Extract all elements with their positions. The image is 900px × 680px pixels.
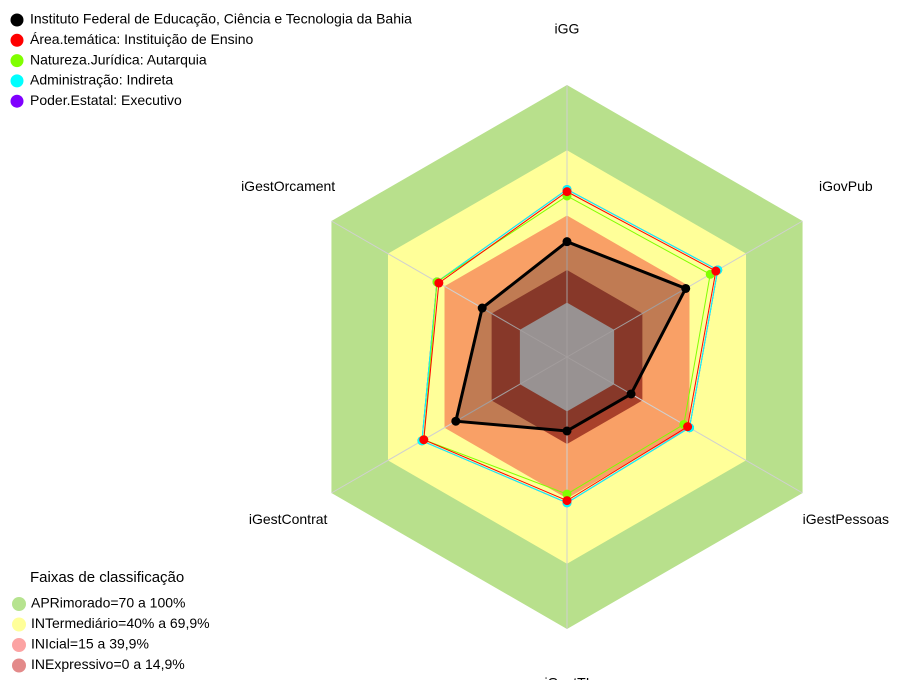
axis-label: iGG [555,21,580,37]
series-point [562,496,572,506]
band-legend-label: INExpressivo=0 a 14,9% [31,656,185,672]
series-point [681,283,691,293]
band-legend-marker [12,658,26,673]
band-legend-label: INIcial=15 a 39,9% [31,636,149,652]
legend-marker [10,74,24,88]
axis-label: iGestPessoas [803,511,889,527]
legend-marker [10,94,24,108]
series-point [683,422,693,432]
band-legend-label: INTermediário=40% a 69,9% [31,615,210,631]
band-legend-marker [12,597,26,611]
series-point [562,237,572,247]
legend-marker [10,33,24,47]
axis-line [331,356,568,494]
series-point [562,489,572,499]
series-point [562,426,572,436]
axis-label: iGestTI [544,675,589,680]
axis-label: iGestContrat [249,511,328,527]
series-point [451,416,461,426]
series-point [626,389,636,399]
legend-label: Área.temática: Instituição de Ensino [30,31,254,47]
band-legend-marker [12,638,26,652]
series-point [477,303,487,313]
series-point [434,278,444,288]
legend-label: Natureza.Jurídica: Autarquia [30,51,207,67]
series-point [711,266,721,276]
legend-marker [10,54,24,68]
series-point [419,435,429,445]
axis-label: iGestOrcament [241,178,335,194]
legend-marker [10,13,24,27]
band-legend-label: APRimorado=70 a 100% [31,595,186,611]
legend-label: Poder.Estatal: Executivo [30,92,182,108]
band-legend-marker [12,617,26,632]
bands-title: Faixas de classificação [30,569,184,586]
legend-label: Administração: Indireta [30,72,173,88]
axis-label: iGovPub [819,178,873,194]
series-point [562,187,572,197]
legend-label: Instituto Federal de Educação, Ciência e… [30,11,412,27]
axis-line [331,220,568,358]
